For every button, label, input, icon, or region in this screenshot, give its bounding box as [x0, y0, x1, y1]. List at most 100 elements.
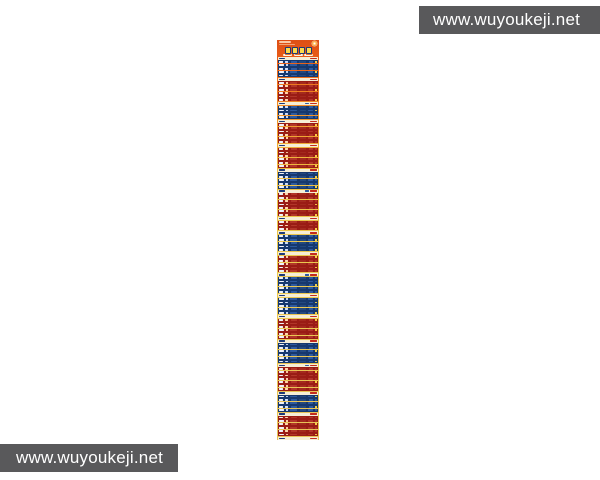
- table-row: [278, 115, 318, 119]
- sun-badge-icon: [312, 41, 317, 46]
- table-row: [278, 84, 318, 88]
- table-row: [278, 370, 318, 374]
- section-header: [278, 436, 318, 440]
- table-row: [278, 419, 318, 423]
- table-row: [278, 297, 318, 301]
- table-row: [278, 367, 318, 371]
- infographic-poster: [277, 40, 319, 440]
- table-row: [278, 332, 318, 336]
- table-row: [278, 196, 318, 200]
- table-row: [278, 192, 318, 196]
- table-row: [278, 199, 318, 203]
- table-sections: [277, 57, 319, 440]
- section-header: [278, 77, 318, 81]
- table-row: [278, 88, 318, 92]
- table-row: [278, 255, 318, 259]
- table-row: [278, 380, 318, 384]
- table-section: [278, 168, 318, 189]
- table-row: [278, 182, 318, 186]
- table-section: [278, 273, 318, 294]
- section-header: [278, 57, 318, 60]
- table-row: [278, 318, 318, 322]
- watermark-text: www.wuyoukeji.net: [433, 10, 581, 29]
- watermark-text: www.wuyoukeji.net: [16, 448, 164, 467]
- table-row: [278, 136, 318, 140]
- table-section: [278, 315, 318, 339]
- table-row: [278, 346, 318, 350]
- table-row: [278, 234, 318, 238]
- table-row: [278, 130, 318, 134]
- subtitle-tag: [283, 53, 292, 57]
- table-row: [278, 224, 318, 228]
- table-row: [278, 304, 318, 308]
- watermark-bottom: www.wuyoukeji.net: [0, 444, 178, 472]
- table-row: [278, 70, 318, 74]
- table-row: [278, 94, 318, 98]
- table-row: [278, 67, 318, 71]
- table-section: [278, 231, 318, 252]
- table-row: [278, 81, 318, 85]
- table-row: [278, 154, 318, 158]
- table-row: [278, 147, 318, 151]
- table-row: [278, 398, 318, 402]
- table-row: [278, 178, 318, 182]
- table-row: [278, 342, 318, 346]
- table-row: [278, 241, 318, 245]
- section-header: [278, 119, 318, 123]
- table-row: [278, 401, 318, 405]
- header-meta-line: [279, 43, 295, 45]
- table-row: [278, 238, 318, 242]
- section-header: [278, 217, 318, 221]
- table-section: [278, 391, 318, 412]
- table-section: [278, 339, 318, 363]
- table-row: [278, 248, 318, 252]
- table-row: [278, 426, 318, 430]
- table-row: [278, 325, 318, 329]
- table-row: [278, 91, 318, 95]
- table-row: [278, 415, 318, 419]
- table-row: [278, 112, 318, 116]
- table-row: [278, 73, 318, 77]
- table-section: [278, 217, 318, 231]
- table-row: [278, 387, 318, 391]
- table-row: [278, 262, 318, 266]
- table-row: [278, 377, 318, 381]
- section-header: [278, 231, 318, 235]
- section-header: [278, 252, 318, 256]
- table-row: [278, 395, 318, 399]
- section-header: [278, 412, 318, 416]
- section-header: [278, 315, 318, 319]
- table-section: [278, 77, 318, 102]
- table-row: [278, 307, 318, 311]
- table-row: [278, 133, 318, 137]
- table-row: [278, 280, 318, 284]
- section-header: [278, 339, 318, 343]
- header-meta-line: [279, 41, 291, 43]
- table-row: [278, 353, 318, 357]
- table-row: [278, 259, 318, 263]
- table-section: [278, 189, 318, 217]
- section-header: [278, 189, 318, 193]
- table-row: [278, 374, 318, 378]
- table-row: [278, 269, 318, 273]
- table-row: [278, 276, 318, 280]
- table-row: [278, 322, 318, 325]
- table-row: [278, 206, 318, 210]
- table-row: [278, 422, 318, 426]
- section-header: [278, 363, 318, 367]
- table-row: [278, 213, 318, 217]
- section-header: [278, 168, 318, 172]
- table-row: [278, 290, 318, 294]
- table-row: [278, 328, 318, 332]
- table-row: [278, 98, 318, 102]
- table-row: [278, 408, 318, 412]
- table-row: [278, 157, 318, 161]
- table-row: [278, 227, 318, 231]
- table-section: [278, 252, 318, 273]
- table-row: [278, 105, 318, 109]
- table-section: [278, 57, 318, 77]
- table-row: [278, 432, 318, 436]
- section-header: [278, 102, 318, 106]
- table-row: [278, 405, 318, 409]
- table-section: [278, 102, 318, 119]
